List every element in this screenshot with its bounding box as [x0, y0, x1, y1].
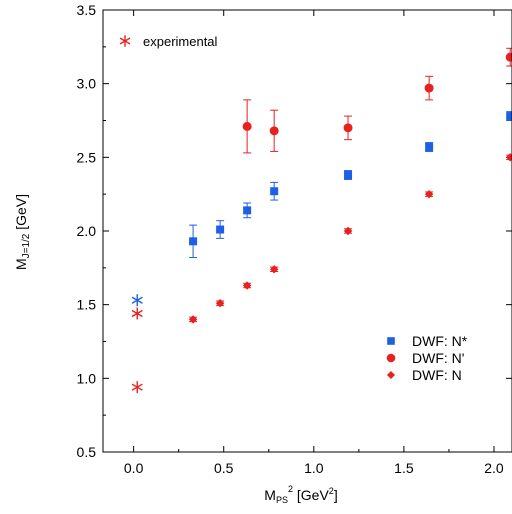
- annotation-marker: [119, 35, 131, 47]
- data-point: [424, 83, 434, 93]
- legend-marker: [387, 337, 395, 345]
- legend-marker: [386, 353, 396, 363]
- data-point: [269, 265, 279, 274]
- legend-marker: [387, 371, 395, 379]
- data-point: [189, 237, 198, 246]
- data-point: [269, 126, 279, 136]
- data-point: [506, 112, 512, 121]
- data-point: [343, 226, 353, 236]
- x-tick-label: 2.0: [484, 460, 504, 476]
- annotation-label: experimental: [143, 34, 218, 49]
- plot-frame: [102, 9, 512, 453]
- legend-label: DWF: N: [412, 367, 462, 383]
- series-experimental: [131, 294, 143, 394]
- data-point: [424, 189, 434, 199]
- legend: DWF: N*DWF: N'DWF: N: [386, 333, 468, 383]
- y-tick-label: 1.5: [77, 297, 97, 313]
- data-point: [505, 52, 512, 62]
- x-tick-label: 0.5: [214, 460, 234, 476]
- series-dwf-n: [188, 153, 512, 324]
- data-point: [242, 281, 252, 290]
- legend-label: DWF: N*: [412, 333, 468, 349]
- tick-labels: 0.5 1.0 1.5 2.0 2.5 3.0 3.5 0.0 0.5 1.0 1.5 2.0: [77, 2, 504, 476]
- y-tick-label: 3.5: [77, 2, 97, 18]
- data-point: [131, 381, 143, 394]
- y-axis-label: MJ=1/2 [GeV]: [13, 194, 32, 270]
- data-point: [343, 123, 353, 133]
- data-point: [505, 153, 512, 162]
- x-tick-label: 1.0: [304, 460, 324, 476]
- x-tick-label: 0.0: [124, 460, 144, 476]
- series-dwf-n-: [189, 111, 512, 259]
- data-point: [344, 171, 353, 180]
- data-point: [215, 298, 225, 308]
- legend-item: DWF: N': [386, 350, 464, 366]
- data-point: [242, 121, 252, 131]
- series-dwf-n-: [242, 47, 512, 154]
- legend-item: DWF: N: [387, 367, 462, 383]
- legend-item: DWF: N*: [387, 333, 468, 349]
- data-point: [131, 294, 143, 307]
- data-point: [188, 315, 198, 324]
- asterisk-icon: [119, 35, 131, 47]
- y-tick-label: 1.0: [77, 370, 97, 386]
- y-tick-label: 2.0: [77, 223, 97, 239]
- y-tick-label: 0.5: [77, 444, 97, 460]
- data-point: [425, 143, 434, 152]
- data-point: [131, 307, 143, 320]
- y-tick-label: 2.5: [77, 149, 97, 165]
- data-point: [216, 225, 225, 234]
- experimental-annotation: experimental: [119, 34, 218, 49]
- x-tick-label: 1.5: [394, 460, 414, 476]
- plot-series: [131, 47, 512, 394]
- x-axis-label: MPS2 [GeV2]: [264, 484, 337, 505]
- legend-label: DWF: N': [412, 350, 464, 366]
- data-point: [270, 187, 279, 196]
- data-point: [243, 206, 252, 215]
- tick-marks: [103, 9, 512, 453]
- y-tick-label: 3.0: [77, 76, 97, 92]
